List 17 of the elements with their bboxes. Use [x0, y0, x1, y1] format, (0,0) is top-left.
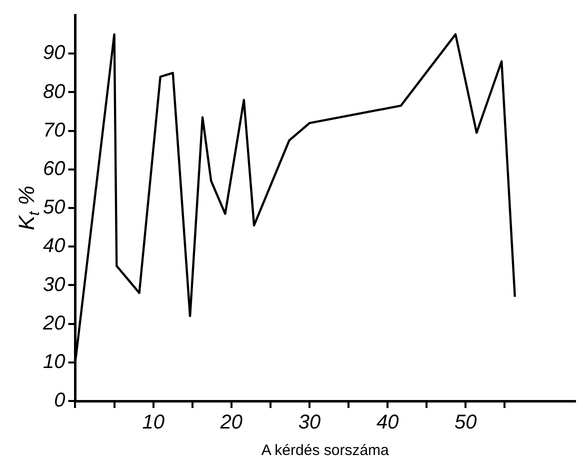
- y-axis-title: Kt %: [14, 186, 43, 230]
- y-tick-label: 0: [54, 390, 66, 412]
- x-tick-label: 20: [219, 412, 243, 434]
- y-tick-label: 50: [42, 196, 66, 219]
- x-tick-label: 50: [454, 412, 477, 434]
- y-tick-label: 10: [42, 350, 66, 373]
- x-tick-label: 40: [376, 412, 399, 434]
- y-tick-label: 40: [42, 235, 66, 258]
- x-tick-label: 30: [298, 412, 321, 434]
- x-axis-title: A kérdés sorszáma: [261, 442, 390, 460]
- y-tick-label: 80: [42, 80, 66, 103]
- y-tick-label: 90: [42, 42, 66, 64]
- x-tick-label: 10: [142, 412, 164, 434]
- y-tick-label: 60: [42, 158, 66, 180]
- y-tick-label: 70: [42, 119, 66, 142]
- y-tick-label: 30: [42, 274, 66, 296]
- y-tick-label: 20: [42, 312, 66, 334]
